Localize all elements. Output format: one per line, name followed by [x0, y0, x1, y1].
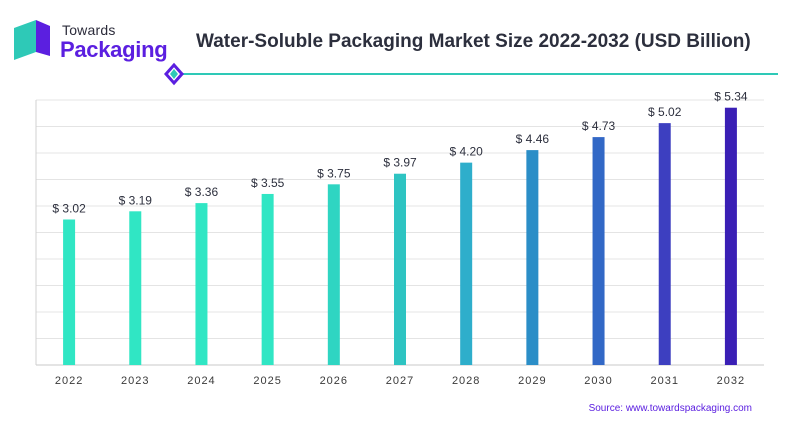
x-tick-label-2025: 2025: [253, 375, 281, 387]
data-label-2029: $ 4.46: [516, 132, 550, 146]
x-tick-label-2032: 2032: [717, 375, 745, 387]
x-tick-label-2027: 2027: [386, 375, 414, 387]
x-tick-label-2031: 2031: [650, 375, 678, 387]
data-label-2032: $ 5.34: [714, 90, 748, 104]
x-tick-label-2029: 2029: [518, 375, 546, 387]
data-label-2026: $ 3.75: [317, 166, 351, 180]
bar-2023: [129, 211, 142, 365]
x-tick-label-2030: 2030: [584, 375, 612, 387]
data-label-2027: $ 3.97: [383, 156, 417, 170]
bar-2030: [592, 137, 605, 365]
data-label-2028: $ 4.20: [449, 145, 483, 159]
bar-2032: [724, 107, 737, 365]
chart-title: Water-Soluble Packaging Market Size 2022…: [196, 31, 751, 52]
bar-2027: [394, 173, 406, 365]
bar-2022: [63, 219, 76, 365]
x-tick-label-2028: 2028: [452, 375, 480, 387]
brand-mark-icon: [14, 20, 50, 60]
brand-logo: Towards Packaging: [14, 20, 168, 66]
data-label-2024: $ 3.36: [185, 185, 219, 199]
brand-name-line1: Towards: [62, 22, 116, 38]
bar-2026: [327, 184, 340, 365]
source-note: Source: www.towardspackaging.com: [588, 403, 752, 414]
x-tick-label-2023: 2023: [121, 375, 149, 387]
x-tick-label-2026: 2026: [320, 375, 348, 387]
bar-2025: [261, 193, 274, 365]
bar-2024: [195, 203, 208, 365]
bar-2029: [526, 150, 539, 365]
x-tick-label-2024: 2024: [187, 375, 215, 387]
brand-name-line2: Packaging: [60, 37, 168, 62]
data-label-2030: $ 4.73: [582, 119, 616, 133]
data-label-2023: $ 3.19: [119, 193, 153, 207]
data-label-2022: $ 3.02: [52, 201, 86, 215]
bar-2028: [460, 162, 473, 365]
data-label-2025: $ 3.55: [251, 176, 285, 190]
data-label-2031: $ 5.02: [648, 105, 682, 119]
x-tick-label-2022: 2022: [55, 375, 83, 387]
bar-2031: [658, 123, 671, 365]
